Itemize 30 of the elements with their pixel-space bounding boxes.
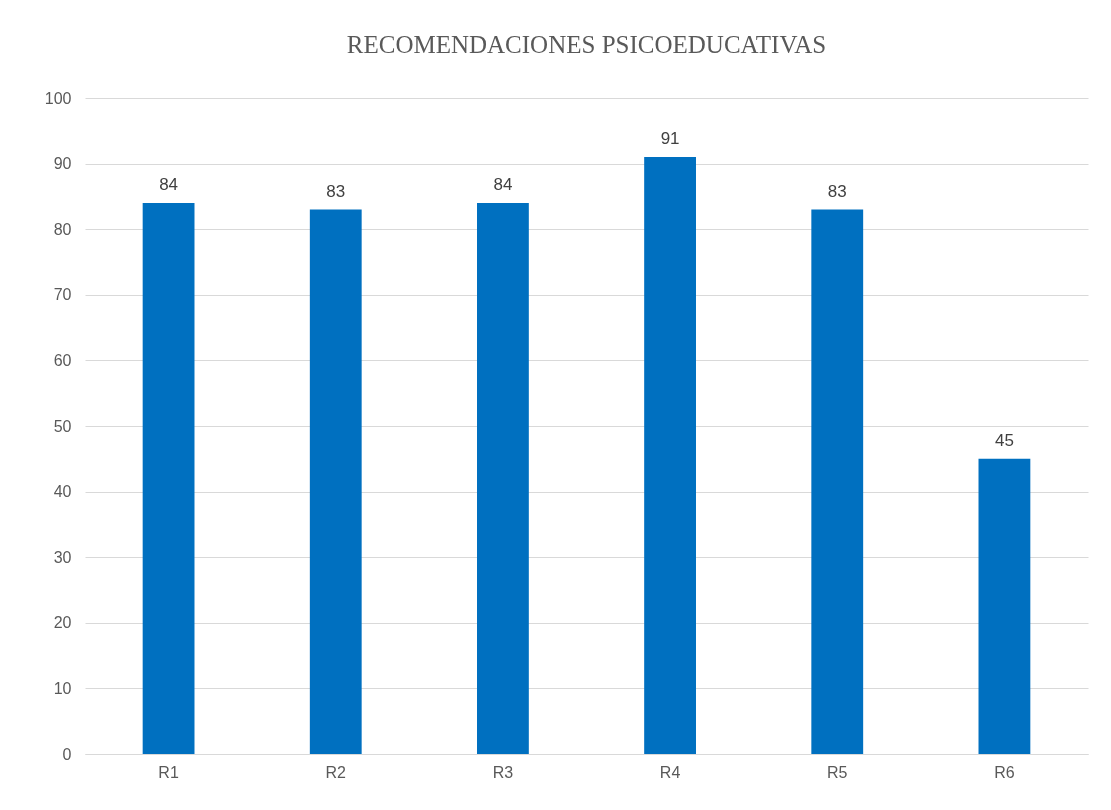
y-tick-label: 60: [53, 351, 72, 369]
y-tick-label: 20: [53, 614, 72, 632]
data-label: 84: [159, 174, 179, 194]
y-tick-label: 90: [53, 155, 72, 173]
data-label: 84: [493, 174, 513, 194]
chart-title: RECOMENDACIONES PSICOEDUCATIVAS: [346, 31, 827, 58]
y-tick-label: 10: [53, 679, 72, 697]
y-tick-label: 30: [53, 548, 72, 566]
bar: [309, 209, 362, 754]
x-tick-label: R1: [158, 763, 179, 781]
y-tick-label: 40: [53, 483, 72, 501]
y-tick-label: 100: [44, 89, 72, 107]
y-tick-label: 50: [53, 417, 72, 435]
x-tick-label: R4: [659, 763, 681, 781]
data-label: 83: [326, 181, 346, 201]
bar: [644, 157, 696, 754]
y-tick-label: 80: [53, 220, 72, 238]
x-tick-label: R6: [994, 763, 1015, 781]
x-tick-label: R5: [827, 763, 848, 781]
data-label: 83: [827, 181, 847, 201]
bar: [978, 458, 1031, 754]
y-tick-label: 0: [62, 745, 72, 763]
x-tick-label: R3: [492, 763, 514, 781]
y-tick-label: 70: [53, 286, 72, 304]
x-tick-label: R2: [325, 763, 347, 781]
bar: [477, 202, 529, 754]
bar: [811, 209, 864, 754]
bar: [142, 202, 195, 754]
data-label: 45: [994, 430, 1014, 450]
data-label: 91: [660, 129, 680, 149]
